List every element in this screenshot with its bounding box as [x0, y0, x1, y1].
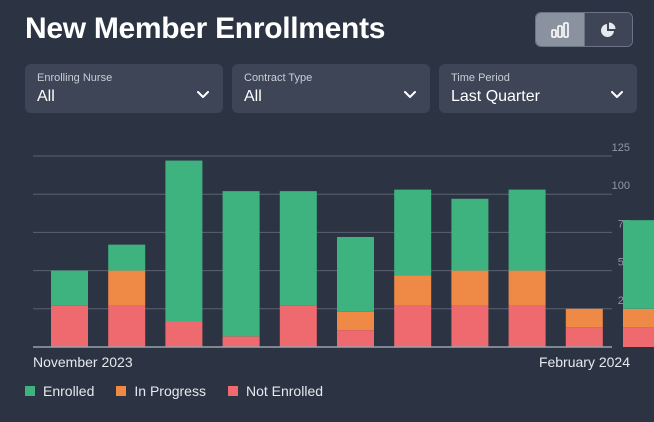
- bar-not-enrolled-6: [337, 330, 374, 347]
- page-title: New Member Enrollments: [25, 12, 386, 45]
- bar-not-enrolled-2: [108, 305, 146, 347]
- bar-not-enrolled-1: [51, 305, 88, 347]
- bar-in-progress-10: [565, 308, 603, 328]
- pie-chart-view-button[interactable]: [583, 13, 632, 46]
- bar-enrolled-11: [623, 220, 654, 309]
- time-period-filter[interactable]: Time Period Last Quarter: [439, 64, 637, 113]
- bar-chart-view-button[interactable]: [536, 13, 584, 46]
- legend-swatch-not-enrolled: [227, 386, 238, 396]
- contract-type-filter[interactable]: Contract Type All: [232, 64, 430, 113]
- legend-item-not-enrolled: Not Enrolled: [227, 383, 324, 399]
- bar-not-enrolled-7: [394, 305, 432, 347]
- chart-view-toggle[interactable]: [535, 12, 633, 47]
- enrolling-nurse-filter[interactable]: Enrolling Nurse All: [25, 64, 223, 113]
- y-tick-label-125: 125: [612, 142, 630, 154]
- time-period-filter-value: Last Quarter: [451, 88, 540, 105]
- bar-enrolled-1: [51, 270, 88, 306]
- bar-enrolled-9: [508, 189, 546, 271]
- bar-enrolled-4: [222, 191, 260, 337]
- legend-label-enrolled: Enrolled: [43, 383, 95, 399]
- bar-in-progress-6: [337, 311, 374, 331]
- bar-chart-icon: [550, 21, 569, 38]
- bar-not-enrolled-8: [451, 305, 489, 347]
- enrolling-nurse-filter-label: Enrolling Nurse: [37, 72, 113, 84]
- legend-swatch-in-progress: [116, 386, 127, 396]
- bar-not-enrolled-9: [508, 305, 546, 347]
- legend-item-enrolled: Enrolled: [25, 383, 94, 399]
- bar-enrolled-6: [337, 236, 374, 312]
- time-period-filter-label: Time Period: [451, 72, 510, 84]
- contract-type-filter-label: Contract Type: [244, 72, 313, 84]
- bar-enrolled-5: [279, 191, 317, 306]
- x-end-label: February 2024: [539, 354, 630, 370]
- bar-enrolled-7: [394, 189, 432, 276]
- chevron-down-icon: [197, 91, 209, 98]
- bar-in-progress-9: [508, 270, 546, 306]
- legend-label-in-progress: In Progress: [134, 383, 206, 399]
- bar-enrolled-2: [108, 244, 146, 271]
- bar-enrolled-3: [165, 160, 203, 322]
- x-start-label: November 2023: [33, 354, 133, 370]
- chevron-down-icon: [611, 91, 623, 98]
- bar-not-enrolled-10: [565, 327, 603, 347]
- enrolling-nurse-filter-value: All: [37, 88, 55, 105]
- legend-item-in-progress: In Progress: [116, 383, 206, 399]
- bar-in-progress-8: [451, 270, 489, 306]
- bar-not-enrolled-3: [165, 321, 203, 347]
- bar-not-enrolled-11: [623, 327, 654, 347]
- chevron-down-icon: [404, 91, 416, 98]
- y-tick-label-100: 100: [612, 180, 630, 192]
- legend-swatch-enrolled: [25, 386, 35, 396]
- bar-in-progress-7: [394, 275, 432, 306]
- bar-in-progress-2: [108, 270, 146, 306]
- bar-in-progress-11: [623, 308, 654, 328]
- bar-not-enrolled-4: [222, 336, 260, 347]
- bar-enrolled-8: [451, 198, 489, 271]
- bar-not-enrolled-5: [279, 305, 317, 347]
- legend-label-not-enrolled: Not Enrolled: [245, 383, 324, 399]
- contract-type-filter-value: All: [244, 88, 262, 105]
- pie-chart-icon: [601, 22, 616, 37]
- chart-legend: Enrolled In Progress Not Enrolled: [25, 383, 345, 399]
